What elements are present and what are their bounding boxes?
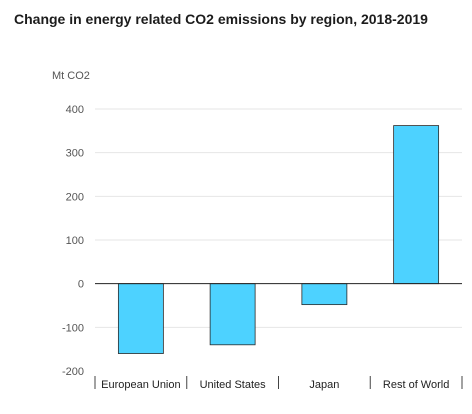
y-axis-ticks: -200 -100 0 100 200 300 400	[62, 104, 84, 378]
x-category-label: European Union	[101, 379, 181, 391]
x-category-label: Rest of World	[383, 379, 449, 391]
y-tick-label: 0	[78, 279, 84, 291]
y-axis-unit-label: Mt CO2	[52, 70, 90, 82]
y-tick-label: 200	[66, 191, 84, 203]
x-category-label: United States	[200, 379, 267, 391]
bar-japan	[301, 283, 348, 306]
x-category-label: Japan	[309, 379, 339, 391]
bars	[117, 125, 440, 354]
y-tick-label: -200	[62, 366, 84, 378]
x-axis: European Union United States Japan Rest of …	[94, 283, 463, 391]
y-tick-label: 100	[66, 235, 84, 247]
y-tick-label: -100	[62, 322, 84, 334]
bar-european-union	[117, 283, 164, 354]
bar-rest-of-world	[393, 125, 440, 285]
chart-title: Change in energy related CO2 emissions b…	[14, 11, 428, 27]
y-tick-label: 300	[66, 148, 84, 160]
bar-united-states	[209, 283, 256, 346]
y-tick-label: 400	[66, 104, 84, 116]
